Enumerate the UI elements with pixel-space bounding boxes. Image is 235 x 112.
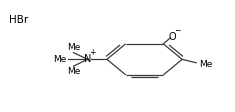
Text: +: + (89, 48, 96, 57)
Text: Me: Me (67, 67, 80, 76)
Text: O: O (168, 32, 176, 42)
Text: N: N (84, 54, 91, 64)
Text: Me: Me (199, 60, 213, 69)
Text: Me: Me (67, 43, 80, 52)
Text: HBr: HBr (9, 15, 29, 25)
Text: Me: Me (53, 55, 67, 64)
Text: −: − (175, 26, 181, 36)
